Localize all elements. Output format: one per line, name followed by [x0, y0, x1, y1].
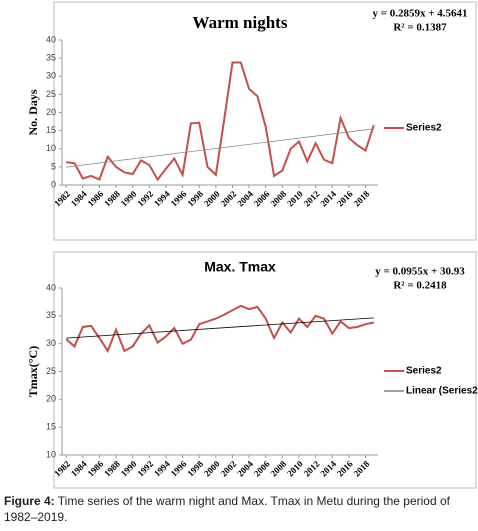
y-tick-label: 35	[46, 310, 56, 320]
legend-label: Linear (Series2)	[406, 386, 478, 397]
y-tick-label: 40	[46, 282, 56, 292]
y-tick-label: 25	[46, 366, 56, 376]
y-tick-label: 15	[46, 422, 56, 432]
caption: Figure 4: Time series of the warm night …	[4, 493, 476, 525]
chart-title: Max. Tmax	[204, 259, 276, 275]
y-tick-label: 15	[46, 125, 56, 135]
y-tick-label: 30	[46, 338, 56, 348]
legend-label: Series2	[406, 366, 442, 377]
trend-line	[66, 128, 374, 168]
trend-equation: y = 0.2859x + 4.5641	[372, 8, 467, 20]
y-tick-label: 10	[46, 143, 56, 153]
y-tick-label: 0	[51, 179, 56, 189]
y-tick-label: 30	[46, 71, 56, 81]
trend-equation: R² = 0.1387	[393, 22, 447, 34]
caption-label: Figure 4:	[4, 494, 55, 508]
trend-line	[66, 317, 374, 339]
data-line	[66, 61, 375, 182]
chart-title: Warm nights	[193, 13, 288, 32]
legend-label: Series2	[406, 123, 442, 134]
y-tick-label: 35	[46, 53, 56, 63]
y-tick-label: 5	[51, 161, 56, 171]
data-line	[65, 304, 375, 354]
y-tick-label: 25	[46, 89, 56, 99]
y-axis-title: No. Days	[26, 89, 40, 135]
trend-equation: y = 0.0955x + 30.93	[375, 266, 465, 278]
figure: Warm nights y = 0.2859x + 4.5641 R² = 0.13…	[26, 1, 478, 489]
y-tick-label: 20	[46, 394, 56, 404]
y-tick-label: 40	[46, 34, 56, 44]
caption-text: Time series of the warm night and Max. T…	[4, 494, 450, 524]
chart-frame	[53, 251, 477, 489]
y-tick-label: 10	[46, 449, 56, 459]
trend-equation: R² = 0.2418	[393, 280, 447, 292]
y-tick-label: 20	[46, 107, 56, 117]
y-axis-title: Tmax(°C)	[26, 346, 40, 397]
